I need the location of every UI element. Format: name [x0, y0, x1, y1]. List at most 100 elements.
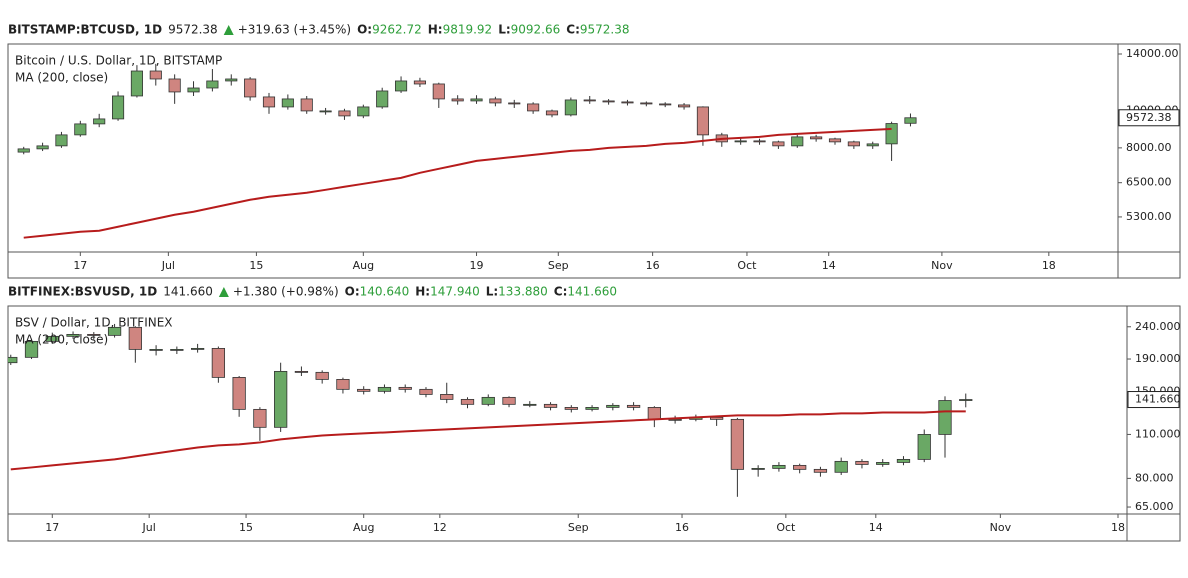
chart-panel: BITSTAMP:BTCUSD, 1D 9572.38 +319.63 (+3.45…: [7, 23, 1181, 279]
x-tick-label: 14: [869, 521, 883, 534]
candle-body: [847, 141, 860, 147]
candle-body: [678, 104, 691, 108]
candle-body: [917, 434, 931, 460]
ohlc-value: 9572.38: [580, 23, 630, 37]
candle-body: [440, 394, 454, 400]
ohlc-value: 147.940: [430, 285, 480, 299]
candle-body: [394, 80, 408, 92]
candle-body: [828, 138, 842, 143]
y-tick-label: 8000.00: [1126, 141, 1172, 154]
y-tick-label: 110.000: [1135, 427, 1181, 440]
x-tick-label: Aug: [353, 521, 374, 534]
ohlc-label: H:: [428, 23, 443, 37]
last-price: 141.660: [163, 285, 213, 299]
ohlc-value: 133.880: [498, 285, 548, 299]
x-tick-label: Nov: [931, 259, 953, 272]
candle-body: [66, 334, 80, 337]
candle-body: [262, 96, 276, 108]
candle-body: [523, 403, 537, 406]
candle-body: [17, 148, 30, 153]
x-tick-label: Oct: [737, 259, 757, 272]
x-tick-label: Sep: [568, 521, 589, 534]
plot-area: [8, 323, 973, 497]
candle-body: [170, 349, 184, 351]
x-tick-label: 17: [73, 259, 87, 272]
candle-body: [294, 370, 309, 373]
candle-body: [772, 141, 785, 147]
candle-body: [315, 371, 329, 380]
x-tick-label: 15: [239, 521, 253, 534]
x-tick-label: 16: [646, 259, 660, 272]
ohlc-value: 140.640: [360, 285, 410, 299]
x-tick-label: 17: [45, 521, 59, 534]
x-tick-label: Sep: [548, 259, 569, 272]
symbol: BITFINEX:BSVUSD, 1D: [8, 285, 157, 299]
candle-body: [244, 78, 257, 98]
up-arrow-icon: [218, 287, 229, 297]
candle-body: [232, 377, 246, 410]
ohlc-label: O:: [345, 285, 360, 299]
x-tick-label: Aug: [353, 259, 374, 272]
candle-body: [938, 400, 952, 435]
y-tick-label: 190.000: [1135, 352, 1181, 365]
candle-body: [527, 103, 540, 112]
candle-body: [791, 136, 804, 147]
y-tick-label: 5300.00: [1126, 210, 1172, 223]
candle-body: [545, 110, 559, 116]
ohlc-value: 9262.72: [372, 23, 422, 37]
plot-frame: [7, 305, 1181, 542]
candle-body: [128, 326, 142, 350]
candle-body: [734, 140, 747, 143]
candle-body: [24, 340, 39, 358]
candle-body: [904, 117, 917, 124]
ohlc-label: H:: [415, 285, 430, 299]
candle-body: [489, 98, 502, 104]
x-tick-label: 19: [470, 259, 484, 272]
candle-body: [866, 143, 879, 147]
chart-panel: BITFINEX:BSVUSD, 1D 141.660 +1.380 (+0.98%…: [7, 285, 1181, 542]
price-tag: [1127, 391, 1180, 409]
ma-line: [23, 127, 892, 239]
candle-body: [659, 103, 672, 106]
candle-body: [730, 418, 745, 470]
candle-body: [149, 349, 163, 351]
ohlc-label: O:: [357, 23, 372, 37]
candle-body: [668, 418, 682, 421]
candle-body: [93, 118, 106, 125]
candle-body: [626, 404, 641, 408]
price-tag: [1118, 109, 1180, 127]
chart-title: Bitcoin / U.S. Dollar, 1D, BITSTAMP: [15, 54, 222, 68]
price-tag-label: 141.660: [1135, 393, 1181, 406]
candle-body: [376, 90, 389, 108]
up-arrow-icon: [223, 25, 234, 35]
candle-body: [432, 83, 445, 100]
candle-body: [300, 98, 313, 112]
x-tick-label: 14: [822, 259, 836, 272]
candle-body: [810, 136, 823, 140]
candle-body: [357, 106, 370, 117]
ohlc-label: L:: [498, 23, 510, 37]
candle-body: [45, 335, 59, 342]
symbol: BITSTAMP:BTCUSD, 1D: [8, 23, 162, 37]
candle-body: [793, 464, 807, 470]
ohlc-value: 9819.92: [443, 23, 493, 37]
candle-body: [190, 347, 205, 350]
candle-body: [225, 78, 238, 82]
indicator-label: MA (200, close): [15, 333, 108, 347]
candle-body: [508, 102, 521, 105]
candle-body: [602, 100, 615, 103]
candle-body: [813, 468, 828, 473]
x-tick-label: Nov: [990, 521, 1012, 534]
x-tick-label: Jul: [161, 259, 175, 272]
candle-body: [753, 140, 766, 143]
chart-title: BSV / Dollar, 1D, BITFINEX: [15, 316, 173, 330]
candle-body: [876, 462, 890, 465]
candle-body: [168, 78, 181, 93]
candle-body: [451, 98, 464, 102]
price-tag-label: 9572.38: [1126, 111, 1172, 124]
candle-body: [111, 95, 125, 120]
candle-body: [606, 404, 620, 408]
candle-body: [377, 386, 392, 392]
